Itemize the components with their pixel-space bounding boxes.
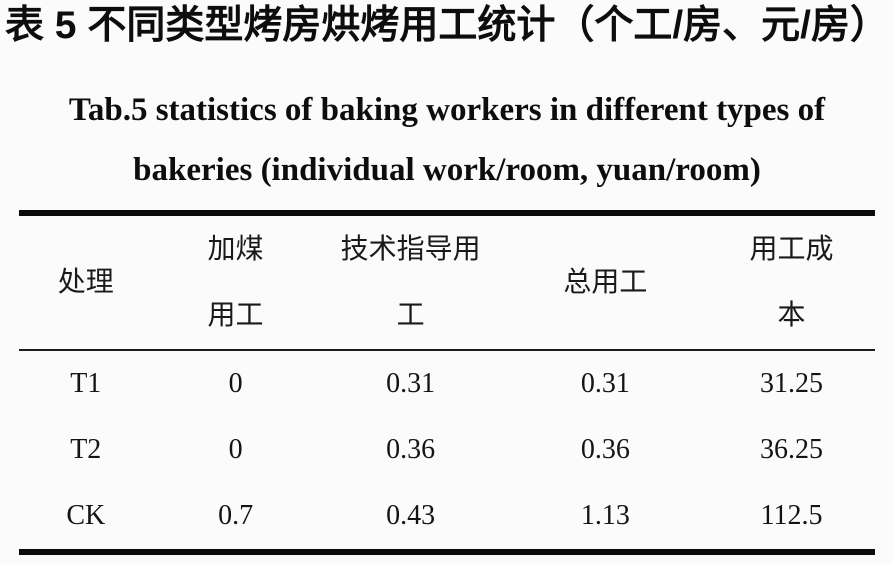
- header-line: 本: [777, 299, 806, 331]
- cell-total-labor: 1.13: [580, 500, 630, 531]
- cell-treatment: CK: [66, 500, 106, 531]
- column-header-total-labor: 总用工: [503, 216, 708, 349]
- cell-treatment: T2: [70, 434, 102, 465]
- cell-labor-cost: 36.25: [760, 434, 824, 465]
- workers-table: 处理 加煤 用工 技术指导用 工 总用工 用工成 本 T1 0: [19, 210, 875, 555]
- table-top-rule: [19, 210, 875, 216]
- cell-tech-labor: 0.36: [386, 434, 436, 465]
- cell-total-labor: 0.36: [580, 434, 630, 465]
- table-caption-chinese: 表 5 不同类型烤房烘烤用工统计（个工/房、元/房）: [4, 4, 890, 47]
- cell-coal-labor: 0: [228, 368, 243, 399]
- column-header-coal-adding-labor: 加煤 用工: [153, 216, 319, 349]
- table-row: CK 0.7 0.43 1.13 112.5: [19, 483, 875, 549]
- header-line: 用工: [207, 299, 264, 331]
- column-header-labor-cost: 用工成 本: [708, 216, 875, 349]
- cell-coal-labor: 0.7: [218, 500, 254, 531]
- caption-english-line1: Tab.5 statistics of baking workers in di…: [68, 92, 826, 128]
- table-bottom-rule: [19, 549, 875, 555]
- table-header-row: 处理 加煤 用工 技术指导用 工 总用工 用工成 本: [19, 216, 875, 349]
- header-line: 处理: [57, 266, 114, 298]
- cell-tech-labor: 0.43: [386, 500, 436, 531]
- table-caption-english: Tab.5 statistics of baking workers in di…: [0, 80, 894, 200]
- table-row: T1 0 0.31 0.31 31.25: [19, 351, 875, 417]
- header-line: 总用工: [563, 266, 648, 298]
- header-line: 技术指导用: [340, 233, 481, 265]
- table-header-rule: [19, 349, 875, 351]
- cell-tech-labor: 0.31: [386, 368, 436, 399]
- column-header-technical-guidance-labor: 技术指导用 工: [319, 216, 503, 349]
- header-line: 用工成: [749, 233, 834, 265]
- column-header-treatment: 处理: [19, 216, 153, 349]
- header-line: 加煤: [207, 233, 264, 265]
- cell-total-labor: 0.31: [580, 368, 630, 399]
- cell-treatment: T1: [70, 368, 102, 399]
- cell-labor-cost: 31.25: [760, 368, 824, 399]
- caption-english-line2: bakeries (individual work/room, yuan/roo…: [133, 152, 761, 188]
- cell-labor-cost: 112.5: [760, 500, 823, 531]
- table-body: T1 0 0.31 0.31 31.25 T2 0 0.36 0.36 36.2…: [19, 351, 875, 549]
- table-row: T2 0 0.36 0.36 36.25: [19, 417, 875, 483]
- cell-coal-labor: 0: [228, 434, 243, 465]
- header-line: 工: [396, 299, 425, 331]
